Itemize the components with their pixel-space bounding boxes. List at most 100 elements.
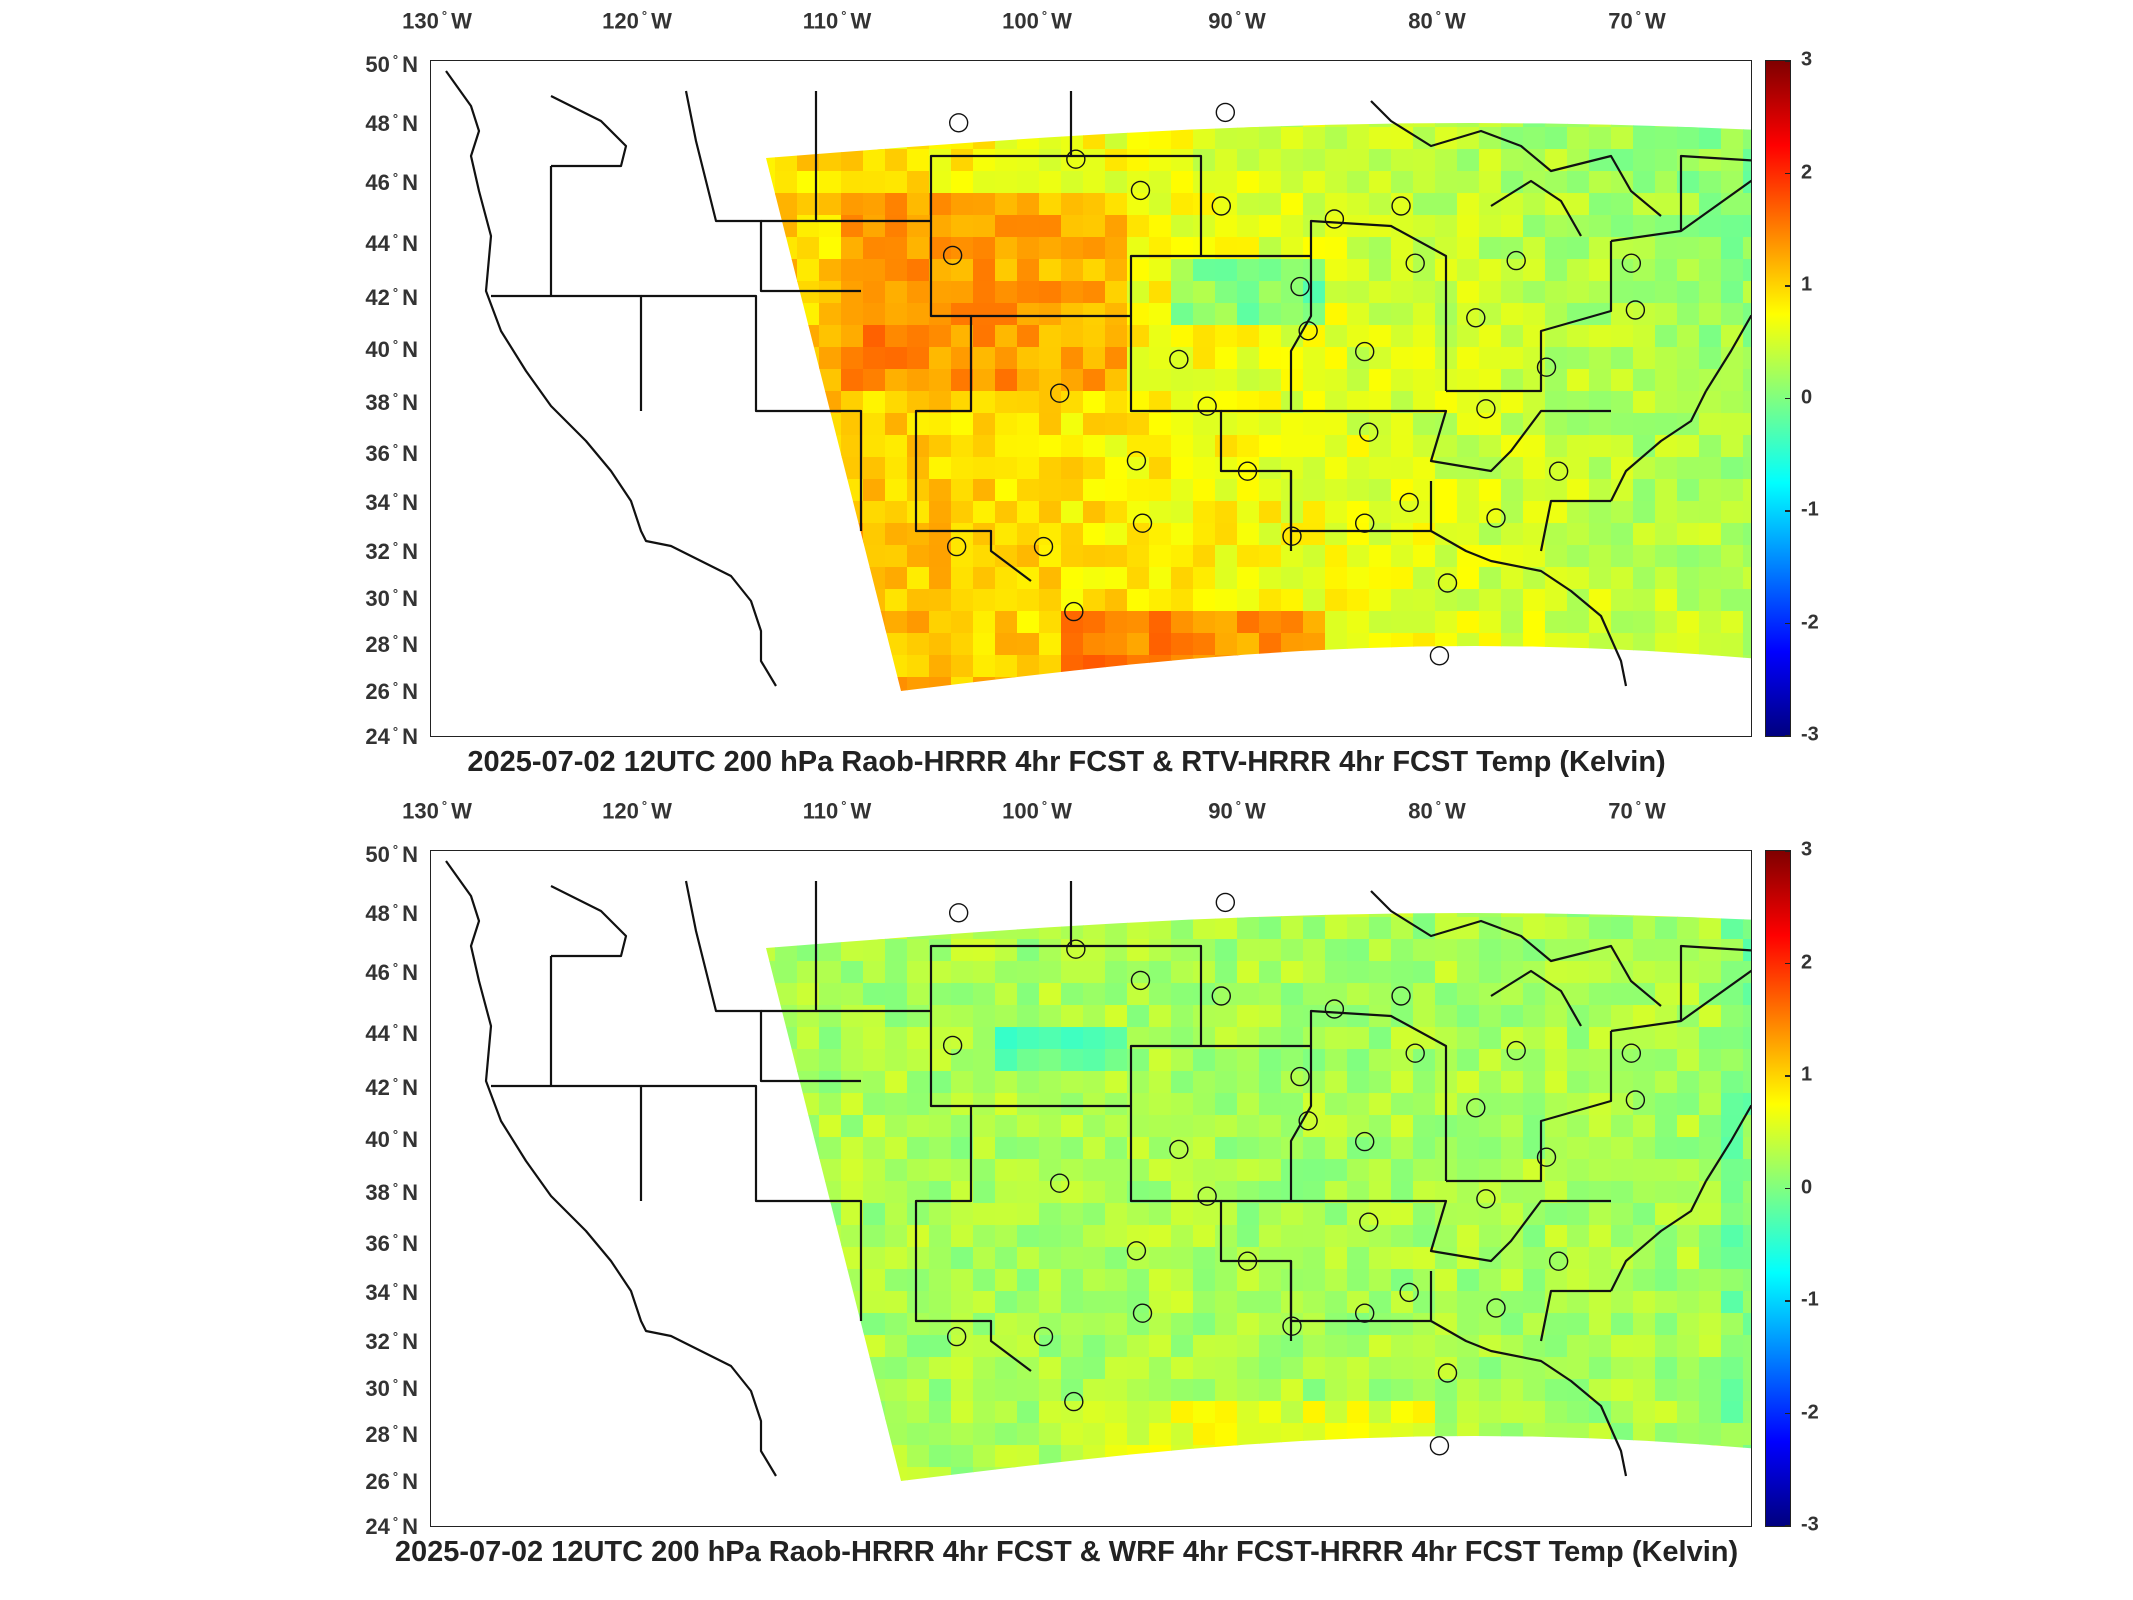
border-line — [1705, 1104, 1751, 1182]
raob-station-marker — [946, 536, 967, 557]
raob-station-marker — [1197, 396, 1217, 416]
colorbar-tick-mark — [1785, 735, 1791, 737]
border-line — [684, 90, 861, 293]
tick-hemisphere: N — [402, 231, 418, 257]
tick-value: 28 — [365, 1422, 390, 1448]
tick-value: 32 — [365, 539, 390, 565]
colorbar-tick-mark — [1785, 962, 1791, 964]
degree-symbol: ° — [392, 389, 399, 405]
colorbar-tick-label: -3 — [1801, 723, 1819, 746]
latitude-tick-label: 36 ° N — [365, 441, 418, 467]
border-line — [641, 294, 863, 531]
border-line — [1370, 890, 1662, 1007]
latitude-tick-label: 50 ° N — [365, 52, 418, 78]
tick-hemisphere: N — [402, 170, 418, 196]
border-line — [1610, 969, 1751, 1033]
tick-value: 110 — [802, 798, 839, 824]
tick-hemisphere: W — [451, 798, 472, 824]
degree-symbol: ° — [392, 959, 399, 975]
longitude-tick-label: 120 ° W — [602, 8, 672, 34]
tick-hemisphere: N — [402, 1376, 418, 1402]
colorbar-tick-mark — [1785, 1075, 1791, 1077]
colorbar-tick-mark — [1785, 60, 1791, 62]
tick-value: 42 — [365, 1075, 390, 1101]
border-line — [1539, 1289, 1611, 1342]
longitude-tick-label: 90 ° W — [1208, 798, 1265, 824]
tick-hemisphere: N — [402, 1180, 418, 1206]
colorbar-tick-mark — [1785, 1412, 1791, 1414]
degree-symbol: ° — [392, 489, 399, 505]
tick-hemisphere: W — [1444, 8, 1466, 34]
tick-value: 130 — [402, 8, 439, 34]
degree-symbol: ° — [841, 798, 847, 813]
tick-value: 38 — [365, 1180, 390, 1206]
degree-symbol: ° — [441, 798, 448, 813]
tick-hemisphere: W — [1644, 8, 1666, 34]
raob-station-marker — [1625, 300, 1646, 320]
degree-symbol: ° — [392, 631, 399, 647]
tick-hemisphere: N — [402, 1422, 418, 1448]
latitude-tick-label: 38 ° N — [365, 1180, 418, 1206]
longitude-tick-label: 110 ° W — [803, 798, 871, 824]
raob-station-marker — [1405, 253, 1425, 273]
raob-station-marker — [1033, 536, 1054, 557]
degree-symbol: ° — [392, 169, 399, 185]
longitude-tick-label: 130 ° W — [402, 8, 472, 34]
raob-station-marker — [1625, 1090, 1646, 1110]
tick-value: 44 — [365, 1021, 390, 1047]
border-line — [1610, 1180, 1707, 1292]
tick-value: 30 — [365, 1376, 390, 1402]
border-line — [1446, 1031, 1613, 1183]
tick-value: 36 — [365, 1231, 390, 1257]
colorbar-tick-label: 1 — [1801, 273, 1813, 296]
raob-station-marker — [1548, 461, 1569, 481]
degree-symbol: ° — [1041, 798, 1048, 813]
raob-station-marker — [1466, 308, 1486, 328]
degree-symbol: ° — [1635, 798, 1641, 813]
tick-hemisphere: N — [402, 632, 418, 658]
latitude-tick-label: 44 ° N — [365, 231, 418, 257]
tick-value: 120 — [602, 8, 639, 34]
raob-station-marker — [1169, 349, 1189, 370]
tick-hemisphere: N — [402, 111, 418, 137]
longitude-tick-label: 70 ° W — [1608, 8, 1665, 34]
tick-hemisphere: N — [402, 441, 418, 467]
tick-value: 24 — [365, 1514, 390, 1540]
colorbar-tick-label: 1 — [1801, 1063, 1813, 1086]
longitude-tick-label: 70 ° W — [1608, 798, 1665, 824]
degree-symbol: ° — [641, 8, 648, 23]
raob-station-marker — [1536, 357, 1557, 377]
colorbar-tick-mark — [1785, 172, 1791, 174]
latitude-tick-label: 48 ° N — [365, 111, 418, 137]
tick-value: 40 — [365, 1127, 390, 1153]
raob-station-marker — [1132, 513, 1153, 533]
raob-station-marker — [1290, 276, 1310, 297]
raob-station-marker — [1324, 209, 1345, 229]
border-line — [816, 91, 1073, 223]
degree-symbol: ° — [641, 798, 648, 813]
latitude-tick-label: 26 ° N — [365, 679, 418, 705]
border-line — [1490, 179, 1582, 237]
border-line — [684, 880, 861, 1083]
coastline — [445, 860, 777, 1477]
coastline — [445, 70, 777, 687]
tick-value: 110 — [802, 8, 839, 34]
longitude-tick-label: 100 ° W — [1002, 798, 1072, 824]
raob-station-marker — [1359, 1212, 1379, 1232]
colorbar-tick-mark — [1785, 1525, 1791, 1527]
tick-value: 32 — [365, 1329, 390, 1355]
latitude-tick-label: 32 ° N — [365, 1329, 418, 1355]
latitude-tick-label: 26 ° N — [365, 1469, 418, 1495]
colorbar-tick-label: 3 — [1801, 48, 1813, 71]
raob-station-marker — [1066, 149, 1086, 169]
tick-value: 50 — [365, 52, 390, 78]
tick-hemisphere: N — [402, 901, 418, 927]
degree-symbol: ° — [1041, 8, 1048, 23]
degree-symbol: ° — [392, 538, 399, 554]
longitude-tick-label: 80 ° W — [1408, 8, 1465, 34]
raob-station-marker — [1282, 526, 1302, 546]
raob-station-marker — [1211, 196, 1231, 216]
border-line — [914, 1011, 1032, 1372]
raob-station-marker — [1359, 422, 1379, 442]
tick-value: 130 — [402, 798, 439, 824]
